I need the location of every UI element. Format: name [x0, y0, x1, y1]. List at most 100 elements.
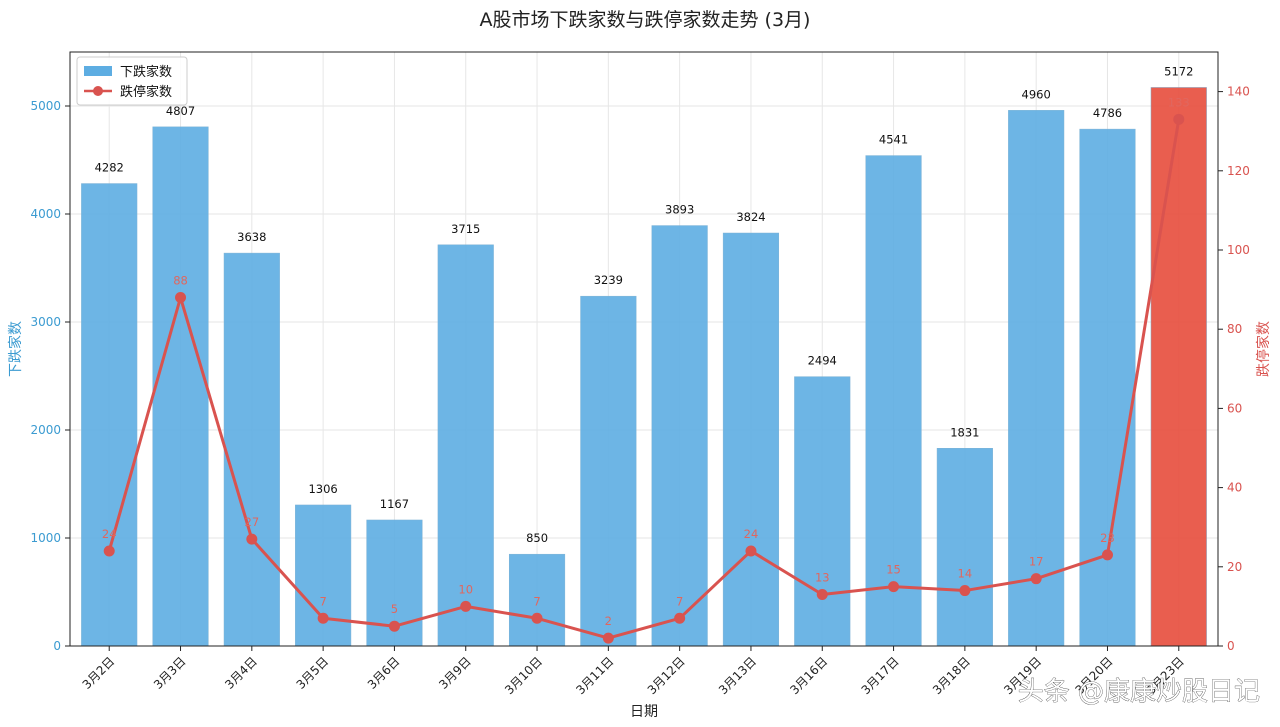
- line-series: [103, 113, 1185, 644]
- line-point: [888, 581, 900, 593]
- bar: [81, 183, 138, 647]
- y2-tick-label: 100: [1227, 243, 1250, 257]
- point-value-label: 15: [886, 563, 901, 577]
- bar-value-label: 3715: [451, 222, 480, 236]
- bar: [865, 155, 922, 647]
- y-tick-label: 4000: [30, 207, 61, 221]
- series-line: [107, 119, 1181, 640]
- y-axis-right: 0 20 40 60 80 100 120 140: [1218, 85, 1250, 653]
- legend-bar-label: 下跌家数: [120, 64, 172, 80]
- bar: [580, 295, 637, 647]
- legend-line-label: 跌停家数: [120, 84, 172, 100]
- x-tick-label: 3月18日: [930, 654, 973, 697]
- line-point: [175, 292, 187, 304]
- watermark: 头条 @康康炒股日记: [1018, 677, 1260, 707]
- y2-tick-label: 60: [1227, 401, 1242, 415]
- line-point: [745, 545, 757, 557]
- point-value-label: 27: [245, 515, 260, 529]
- y2-tick-label: 140: [1227, 85, 1250, 99]
- line-point: [1173, 113, 1185, 125]
- legend-bar-swatch: [84, 66, 112, 76]
- point-value-label: 7: [319, 594, 326, 608]
- bar: [794, 376, 851, 647]
- y-axis-label: 下跌家数: [7, 321, 24, 377]
- point-value-label: 88: [173, 274, 188, 288]
- y2-tick-label: 80: [1227, 322, 1242, 336]
- x-tick-label: 3月3日: [151, 654, 189, 692]
- bar-value-label: 1831: [950, 425, 979, 439]
- bar-labels: 4282 4807 3638 1306 1167 3715 850 3239 3893 3824 2…: [95, 64, 1194, 545]
- y-tick-label: 5000: [30, 99, 61, 113]
- line-point: [816, 589, 828, 601]
- line-point: [246, 533, 258, 545]
- y-tick-label: 2000: [30, 423, 61, 437]
- bar-value-label: 3824: [736, 210, 765, 224]
- point-value-label: 24: [744, 527, 759, 541]
- x-tick-label: 3月5日: [294, 654, 332, 692]
- bar-value-label: 5172: [1164, 64, 1193, 78]
- legend-line-dot: [93, 86, 103, 96]
- x-tick-label: 3月11日: [573, 654, 616, 697]
- bar-value-label: 3638: [237, 230, 266, 244]
- bar: [223, 252, 280, 647]
- y-axis-left: 0 1000 2000 3000 4000 5000: [30, 99, 70, 653]
- line-point: [674, 612, 686, 624]
- plot-frame: [69, 51, 1219, 647]
- bar-value-label: 850: [526, 531, 548, 545]
- bar-value-label: 4282: [95, 161, 124, 175]
- x-tick-label: 3月10日: [502, 654, 545, 697]
- point-value-label: 23: [1100, 531, 1115, 545]
- point-value-label: 7: [676, 594, 683, 608]
- line-point: [1101, 549, 1113, 561]
- y-tick-label: 1000: [30, 531, 61, 545]
- bar-value-label: 1167: [380, 497, 409, 511]
- x-tick-label: 3月16日: [787, 654, 830, 697]
- bar: [295, 504, 352, 647]
- bar-value-label: 4960: [1022, 87, 1051, 101]
- bar-value-label: 3239: [594, 273, 623, 287]
- line-point: [602, 632, 614, 644]
- x-tick-label: 3月12日: [645, 654, 688, 697]
- bar: [722, 232, 780, 647]
- bar: [651, 225, 708, 647]
- y-tick-label: 3000: [30, 315, 61, 329]
- y2-axis-label: 跌停家数: [1255, 321, 1272, 377]
- bar: [1079, 128, 1136, 647]
- line-point: [460, 600, 472, 612]
- x-tick-label: 3月6日: [365, 654, 403, 692]
- point-value-label: 10: [458, 582, 473, 596]
- x-tick-label: 3月2日: [80, 654, 118, 692]
- point-value-label: 24: [102, 527, 117, 541]
- chart-title: A股市场下跌家数与跌停家数走势 (3月): [480, 9, 811, 31]
- y2-tick-label: 120: [1227, 164, 1250, 178]
- point-value-label: 7: [533, 594, 540, 608]
- point-value-label: 2: [605, 614, 612, 628]
- line-point: [103, 545, 115, 557]
- line-point: [1030, 573, 1042, 585]
- point-value-label: 13: [815, 571, 830, 585]
- bar: [437, 244, 494, 647]
- point-value-label: 14: [958, 567, 973, 581]
- legend: 下跌家数 跌停家数: [76, 56, 188, 106]
- line-point: [531, 612, 543, 624]
- point-value-label: 5: [391, 602, 398, 616]
- bar: [936, 448, 993, 647]
- bar: [152, 126, 209, 647]
- bar-value-label: 4541: [879, 133, 908, 147]
- y2-tick-label: 20: [1227, 560, 1242, 574]
- y2-tick-label: 40: [1227, 481, 1242, 495]
- x-axis-label: 日期: [630, 704, 658, 720]
- bar-value-label: 4786: [1093, 106, 1122, 120]
- point-value-label: 17: [1029, 555, 1044, 569]
- bar-value-label: 3893: [665, 203, 694, 217]
- x-tick-label: 3月4日: [222, 654, 260, 692]
- y2-tick-label: 0: [1227, 639, 1235, 653]
- x-tick-label: 3月13日: [716, 654, 759, 697]
- line-point: [959, 585, 971, 597]
- bar-value-label: 2494: [808, 354, 837, 368]
- bar: [1008, 110, 1065, 647]
- bar: [1150, 87, 1207, 647]
- bar-value-label: 1306: [308, 482, 337, 496]
